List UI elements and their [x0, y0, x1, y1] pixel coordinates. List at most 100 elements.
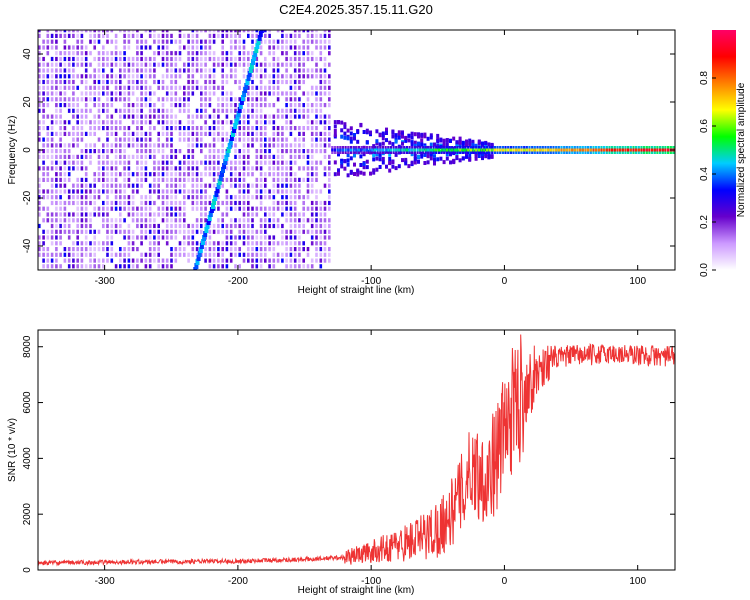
heatmap-cell [298, 85, 301, 90]
heatmap-cell [298, 154, 301, 159]
heatmap-cell [76, 229, 79, 234]
heatmap-cell [204, 97, 207, 102]
heatmap-cell [102, 51, 105, 56]
heatmap-cell [55, 166, 58, 171]
heatmap-cell [272, 252, 276, 257]
heatmap-cell [174, 177, 178, 182]
heatmap-cell [445, 152, 449, 157]
heatmap-cell [55, 91, 58, 96]
heatmap-cell [119, 218, 122, 223]
heatmap-cell [306, 51, 310, 56]
heatmap-cell [310, 149, 314, 154]
heatmap-cell [337, 120, 340, 124]
heatmap-cell [183, 189, 186, 194]
heatmap-cell [234, 200, 237, 206]
heatmap-cell [445, 148, 448, 152]
heatmap-cell [131, 137, 135, 142]
heatmap-cell [293, 223, 297, 229]
heatmap-cell [337, 171, 340, 176]
heatmap-cell [328, 195, 331, 200]
heatmap-cell [281, 200, 284, 206]
heatmap-cell [174, 247, 178, 252]
heatmap-cell [285, 45, 288, 50]
heatmap-cell [369, 171, 372, 176]
heatmap-cell [276, 172, 280, 177]
heatmap-cell [157, 131, 160, 136]
heatmap-cell [114, 200, 118, 206]
heatmap-cell [157, 264, 160, 269]
heatmap-cell [247, 108, 250, 113]
heatmap-cell [102, 74, 105, 79]
heatmap-cell [212, 143, 216, 148]
heatmap-cell [293, 137, 297, 142]
heatmap-cell [333, 133, 337, 137]
heatmap-cell [140, 68, 143, 73]
heatmap-cell [217, 179, 222, 185]
heatmap-cell [298, 149, 301, 154]
heatmap-cell [336, 148, 339, 152]
heatmap-cell [328, 223, 331, 229]
heatmap-cell [140, 131, 143, 136]
heatmap-cell [187, 160, 190, 165]
heatmap-cell [208, 56, 212, 62]
heatmap-cell [217, 195, 220, 200]
heatmap-cell [436, 144, 440, 149]
heatmap-cell [38, 235, 41, 240]
heatmap-cell [67, 149, 71, 154]
heatmap-cell [242, 235, 246, 240]
heatmap-cell [255, 206, 259, 211]
heatmap-cell [46, 235, 50, 240]
heatmap-cell [264, 229, 267, 234]
heatmap-cell [89, 247, 92, 252]
heatmap-cell [259, 166, 263, 171]
heatmap-cell [191, 229, 195, 234]
heatmap-cell [144, 30, 148, 33]
heatmap-cell [67, 68, 71, 73]
heatmap-cell [67, 252, 71, 257]
heatmap-cell [131, 79, 135, 85]
heatmap-cell [84, 223, 88, 229]
heatmap-cell [507, 148, 510, 152]
heatmap-cell [310, 91, 314, 96]
heatmap-cell [289, 91, 293, 96]
heatmap-cell [136, 97, 139, 102]
heatmap-cell [272, 258, 276, 263]
heatmap-cell [264, 154, 267, 159]
heatmap-cell [97, 68, 101, 73]
heatmap-cell [76, 114, 79, 119]
heatmap-cell [131, 172, 135, 177]
heatmap-cell [127, 200, 131, 206]
heatmap-cell [131, 120, 135, 125]
heatmap-cell [302, 74, 305, 79]
heatmap-cell [255, 241, 259, 246]
heatmap-cell [136, 206, 139, 211]
heatmap-cell [200, 172, 203, 177]
heatmap-cell [429, 135, 433, 140]
heatmap-cell [293, 68, 297, 73]
heatmap-cell [289, 258, 293, 263]
heatmap-cell [80, 166, 84, 171]
heatmap-cell [59, 56, 62, 62]
heatmap-cell [238, 131, 241, 136]
heatmap-cell [161, 79, 165, 85]
heatmap-cell [123, 39, 126, 44]
heatmap-cell [153, 68, 156, 73]
heatmap-cell [229, 235, 233, 240]
heatmap-cell [289, 33, 293, 38]
heatmap-cell [239, 99, 244, 105]
heatmap-cell [323, 126, 327, 131]
heatmap-cell [238, 56, 241, 62]
heatmap-cell [229, 33, 233, 38]
heatmap-cell [153, 79, 156, 85]
heatmap-cell [255, 91, 259, 96]
heatmap-cell [50, 143, 54, 148]
heatmap-cell [281, 39, 284, 44]
heatmap-cell [127, 97, 131, 102]
heatmap-cell [80, 114, 84, 119]
heatmap-cell [144, 39, 148, 44]
heatmap-cell [114, 51, 118, 56]
heatmap-cell [194, 263, 199, 269]
heatmap-cell [187, 252, 190, 257]
heatmap-cell [140, 91, 143, 96]
heatmap-cell [340, 120, 344, 125]
